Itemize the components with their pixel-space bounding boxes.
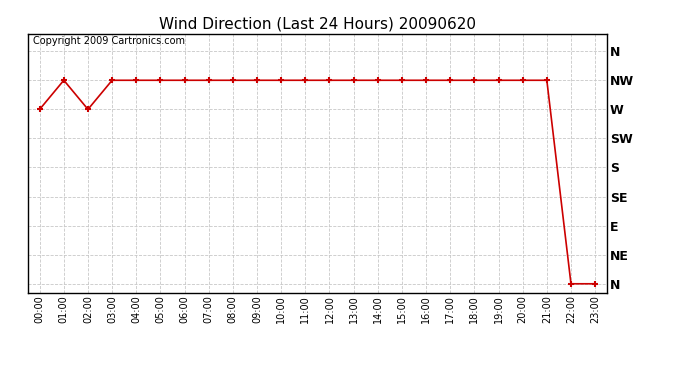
Text: Copyright 2009 Cartronics.com: Copyright 2009 Cartronics.com	[33, 36, 186, 46]
Title: Wind Direction (Last 24 Hours) 20090620: Wind Direction (Last 24 Hours) 20090620	[159, 16, 476, 31]
